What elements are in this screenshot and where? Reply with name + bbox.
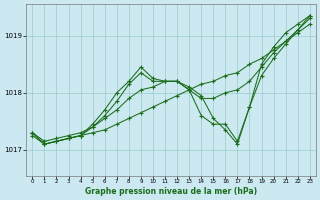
X-axis label: Graphe pression niveau de la mer (hPa): Graphe pression niveau de la mer (hPa) xyxy=(85,187,257,196)
